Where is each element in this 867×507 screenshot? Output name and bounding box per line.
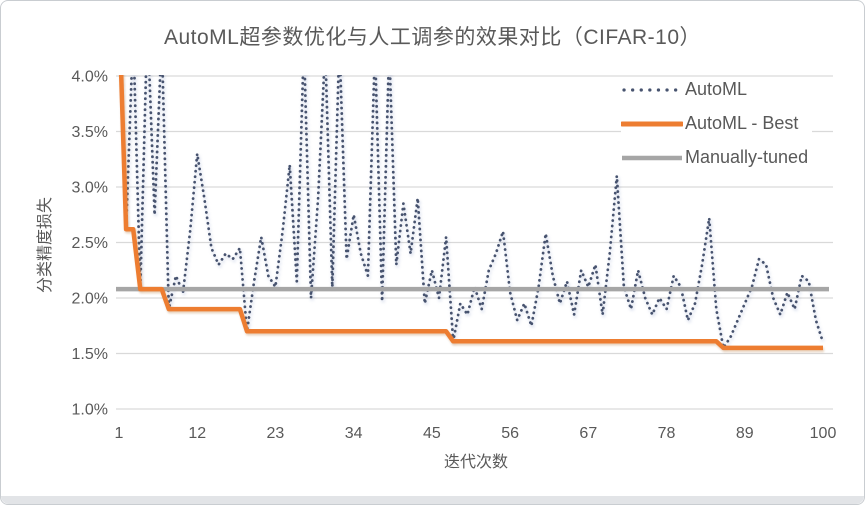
window-bottom-edge: [1, 496, 864, 504]
svg-text:100: 100: [810, 425, 837, 442]
legend-label-automl: AutoML: [685, 79, 748, 99]
svg-text:56: 56: [501, 425, 519, 442]
automl-best-line-swatch-icon: [621, 121, 683, 126]
y-axis-title: 分类精度损失: [37, 197, 54, 294]
svg-text:3.5%: 3.5%: [72, 124, 108, 141]
legend-label-manually-tuned: Manually-tuned: [685, 147, 809, 167]
svg-text:2.5%: 2.5%: [72, 235, 108, 252]
svg-text:4.0%: 4.0%: [72, 69, 108, 86]
svg-text:34: 34: [345, 425, 363, 442]
legend-item-manually-tuned[interactable]: Manually-tuned: [621, 145, 813, 170]
x-axis-title: 迭代次数: [443, 454, 508, 471]
svg-text:23: 23: [267, 425, 285, 442]
svg-text:45: 45: [423, 425, 441, 442]
legend-item-automl[interactable]: AutoML: [621, 77, 813, 102]
svg-text:3.0%: 3.0%: [72, 180, 108, 197]
chart-title: AutoML超参数优化与人工调参的效果对比（CIFAR-10）: [163, 26, 702, 49]
automl-dotted-swatch-icon: [622, 87, 682, 92]
svg-text:1.5%: 1.5%: [72, 346, 108, 363]
svg-text:2.0%: 2.0%: [72, 291, 108, 308]
svg-text:12: 12: [188, 425, 206, 442]
svg-text:67: 67: [579, 425, 597, 442]
legend-label-automl-best: AutoML - Best: [685, 113, 799, 133]
svg-text:78: 78: [658, 425, 676, 442]
legend-item-automl-best[interactable]: AutoML - Best: [621, 111, 813, 136]
svg-text:1: 1: [115, 425, 124, 442]
svg-text:89: 89: [736, 425, 754, 442]
svg-text:1.0%: 1.0%: [72, 402, 108, 419]
legend: AutoML AutoML - Best Manually-tuned: [621, 77, 813, 179]
manually-tuned-line-swatch-icon: [622, 155, 682, 160]
